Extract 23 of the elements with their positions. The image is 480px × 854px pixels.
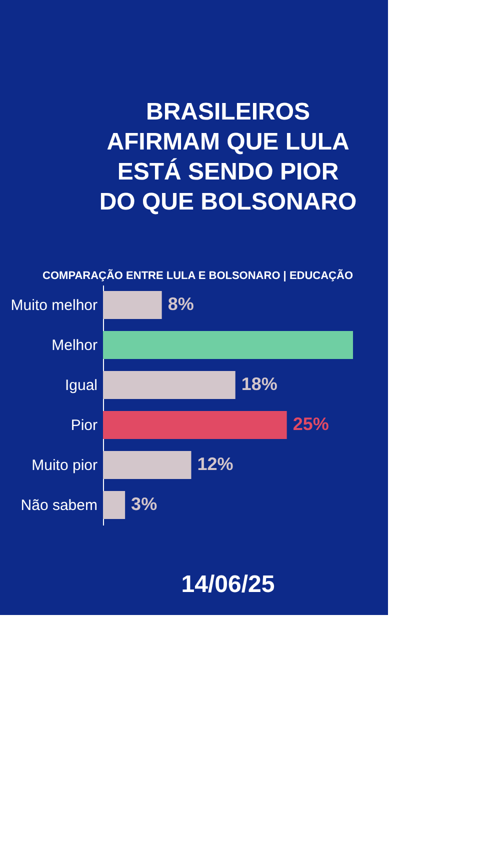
y-tick-label: Muito pior <box>32 457 98 474</box>
y-tick-label: Igual <box>64 377 98 394</box>
bar <box>103 291 162 319</box>
data-label: 8% <box>168 294 194 314</box>
y-tick-label: Não sabem <box>20 497 98 514</box>
chart-subtitle: COMPARAÇÃO ENTRE LULA E BOLSONARO | EDUCAÇÃO <box>42 269 354 282</box>
text: ESTÁ SENDO PIOR <box>117 158 339 186</box>
bar <box>103 491 126 519</box>
bar <box>103 331 353 359</box>
bar <box>103 451 192 479</box>
data-label: 25% <box>292 414 329 434</box>
data-label: 12% <box>197 454 234 474</box>
bar <box>103 371 236 399</box>
y-tick-label: Melhor <box>52 337 98 354</box>
text: DO QUE BOLSONARO <box>99 188 357 216</box>
text: 14/06/25 <box>181 571 275 598</box>
y-tick-label: Pior <box>70 417 98 434</box>
text: AFIRMAM QUE LULA <box>106 128 350 156</box>
y-tick-label: Muito melhor <box>10 297 98 314</box>
text: BRASILEIROS <box>146 98 310 126</box>
bar <box>103 411 287 439</box>
data-label: 18% <box>241 374 278 394</box>
data-label: 3% <box>131 494 158 514</box>
